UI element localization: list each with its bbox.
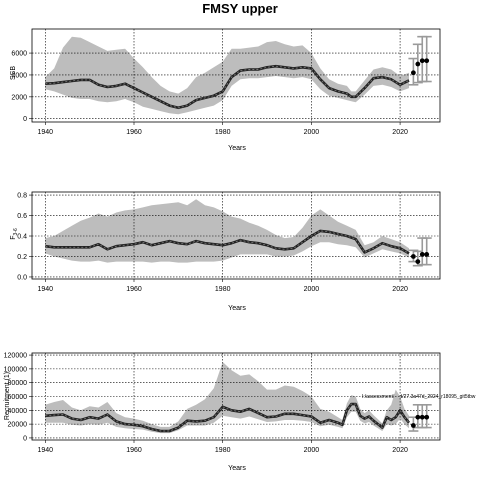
recruitment-projection-point [410, 423, 416, 428]
fbar-xlabel: Years [228, 305, 246, 312]
path-annotation: I:/assessment/cod/27.3a47d_2024_r18095_g… [362, 394, 476, 400]
ssb-projection-point [415, 61, 421, 67]
ssb-plot-frame [31, 28, 441, 123]
ssb-xtick-label: 1960 [126, 129, 142, 136]
recruitment-ytick-label: 120000 [4, 353, 27, 360]
recruitment-ytick-label: 60000 [8, 394, 28, 401]
recruitment-xtick-label: 1940 [38, 447, 54, 454]
fbar-ytick-label: 0.4 [17, 234, 27, 241]
ssb-xlabel: Years [228, 145, 246, 152]
ssb-xtick-label: 2020 [392, 129, 408, 136]
recruitment-xtick-label: 1980 [215, 447, 231, 454]
ssb-projection-point [410, 70, 416, 76]
recruitment-ytick-label: 0 [23, 435, 27, 442]
ssb-projection-point [424, 58, 430, 64]
recruitment-xlabel: Years [228, 465, 246, 472]
fbar-confidence-band [45, 199, 410, 263]
ssb-median-dash [45, 65, 410, 109]
fbar-projection-point [419, 252, 425, 257]
fbar-projection-point [415, 259, 421, 264]
recruitment-projection-point [424, 414, 430, 420]
fbar-panel: F3-6 Years 1940 1960 1980 2000 2020 0.0 0.2 0.4… [10, 191, 441, 312]
fbar-ylabel-main: F [10, 235, 17, 239]
ssb-ytick-label: 6000 [11, 51, 27, 58]
recruitment-median-dash [45, 403, 410, 432]
recruitment-ytick-label: 20000 [8, 422, 28, 429]
fbar-ylabel: F3-6 [10, 228, 19, 240]
fbar-ytick-label: 0.0 [17, 274, 27, 281]
fbar-projection-point [410, 254, 416, 259]
recruitment-panel: Recruitment (1) Years I:/assessment/cod/… [4, 353, 476, 472]
fbar-xtick-label: 1940 [38, 286, 54, 293]
ssb-xtick-label: 1940 [38, 129, 54, 136]
fbar-projection-point [424, 252, 430, 257]
ssb-panel: SSB Years 1940 1960 1980 2000 2020 0 2000 4000 6… [10, 28, 441, 152]
recruitment-ytick-label: 100000 [4, 366, 27, 373]
recruitment-xtick-label: 1960 [126, 447, 142, 454]
fbar-ylabel-sub: 3-6 [13, 228, 19, 235]
recruitment-ylabel: Recruitment (1) [4, 372, 11, 420]
ssb-ytick-label: 2000 [11, 94, 27, 101]
ssb-ylabel: SSB [10, 66, 17, 80]
recruitment-ytick-label: 40000 [8, 408, 28, 415]
recruitment-confidence-band [45, 362, 410, 434]
ssb-ytick-label: 4000 [11, 72, 27, 79]
fbar-xtick-label: 2020 [392, 286, 408, 293]
fbar-xtick-label: 1960 [126, 286, 142, 293]
fbar-ytick-label: 0.6 [17, 213, 27, 220]
ssb-projection-point [419, 58, 425, 64]
fbar-median-line [45, 229, 410, 255]
ssb-confidence-band [45, 36, 410, 115]
fbar-ytick-label: 0.2 [17, 254, 27, 261]
recruitment-projection-point [415, 414, 421, 420]
recruitment-xtick-label: 2020 [392, 447, 408, 454]
ssb-xtick-label: 2000 [304, 129, 320, 136]
fbar-plot-frame [31, 191, 441, 280]
ssb-ytick-label: 0 [23, 116, 27, 123]
recruitment-ytick-label: 80000 [8, 380, 28, 387]
figure-title: FMSY upper [202, 1, 278, 16]
fbar-xtick-label: 2000 [304, 286, 320, 293]
recruitment-projection-point [419, 414, 425, 420]
fbar-ytick-label: 0.8 [17, 193, 27, 200]
fbar-xtick-label: 1980 [215, 286, 231, 293]
ssb-xtick-label: 1980 [215, 129, 231, 136]
recruitment-xtick-label: 2000 [304, 447, 320, 454]
